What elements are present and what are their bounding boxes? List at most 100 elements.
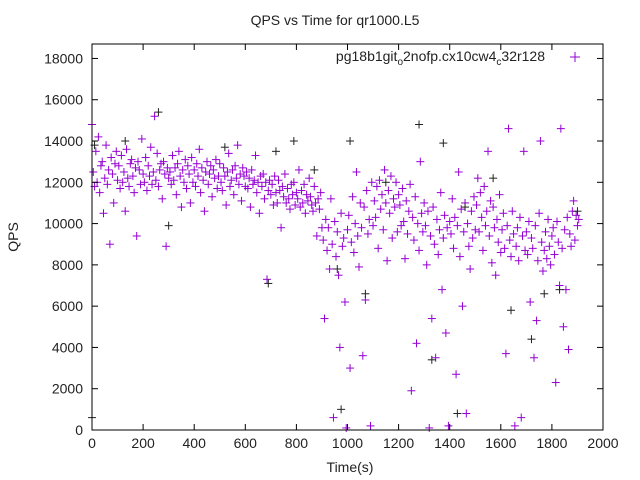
data-point [273,198,282,207]
data-point [541,227,550,236]
data-point [407,386,416,395]
data-point [315,205,324,214]
data-point [100,174,109,183]
data-point [116,184,125,193]
data-point [133,157,142,166]
y-tick-label: 16000 [44,92,83,108]
data-point [409,236,418,245]
data-point [342,423,351,432]
data-point [363,229,372,238]
data-point [481,221,490,230]
data-point [469,192,478,201]
data-point [478,246,487,255]
data-point [141,153,150,162]
data-point [403,229,412,238]
data-point [271,147,280,156]
y-tick-label: 6000 [52,298,83,314]
data-point [338,242,347,251]
data-point [344,211,353,220]
data-point [459,227,468,236]
data-point [418,227,427,236]
data-point [263,275,272,284]
data-point [183,161,192,170]
data-point [121,207,130,216]
plot-border [91,43,604,431]
data-point [453,409,462,418]
x-axis-label: Time(s) [327,459,374,475]
data-point [388,234,397,243]
data-point [518,231,527,240]
data-point [107,153,116,162]
data-point [151,176,160,185]
data-point [514,256,523,265]
data-point [563,213,572,222]
data-point [343,225,352,234]
data-point [155,165,164,174]
data-point [310,182,319,191]
data-point [282,198,291,207]
data-point [486,196,495,205]
data-point [538,267,547,276]
data-point [540,246,549,255]
data-point [194,172,203,181]
data-point [187,153,196,162]
data-point [333,227,342,236]
data-point [119,167,128,176]
data-point [265,176,274,185]
data-point [213,184,222,193]
data-point [169,176,178,185]
data-point [298,198,307,207]
data-point [105,240,114,249]
data-point [104,165,113,174]
data-point [309,207,318,216]
data-point [297,186,306,195]
data-point [450,213,459,222]
data-point [113,176,122,185]
data-point [122,145,131,154]
data-point [466,264,475,273]
data-point [280,170,289,179]
data-point [340,298,349,307]
data-point [381,198,390,207]
data-point [321,215,330,224]
data-point [361,289,370,298]
data-point [333,264,342,273]
data-point [504,124,513,133]
data-point [526,298,535,307]
x-tick-label: 0 [88,435,96,451]
data-point [223,167,232,176]
data-point [549,223,558,232]
data-point [491,271,500,280]
data-point [301,209,310,218]
data-point [252,188,261,197]
data-point [199,176,208,185]
data-point [260,194,269,203]
data-point [379,225,388,234]
data-point [246,203,255,212]
data-point [320,314,329,323]
data-point [402,196,411,205]
data-point [453,221,462,230]
data-point [551,378,560,387]
data-point [158,194,167,203]
data-point [389,194,398,203]
data-point [546,260,555,269]
x-tick-label: 1800 [536,435,567,451]
data-point [521,246,530,255]
data-point [94,132,103,141]
data-point [255,209,264,218]
data-point [463,219,472,228]
data-point [293,194,302,203]
data-point [366,421,375,430]
data-point [574,215,583,224]
data-point [510,421,519,430]
data-point [553,217,562,226]
data-point [319,236,328,245]
data-point [190,165,199,174]
data-point [154,108,163,117]
x-tick-label: 800 [285,435,309,451]
data-point [559,322,568,331]
data-point [164,174,173,183]
data-point [195,145,204,154]
y-tick-label: 4000 [52,339,83,355]
